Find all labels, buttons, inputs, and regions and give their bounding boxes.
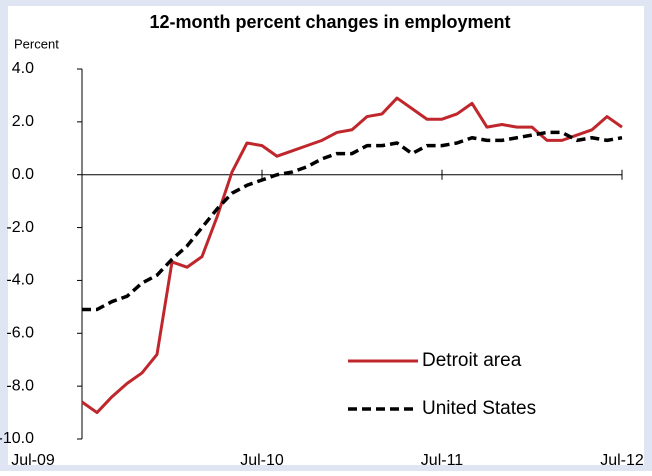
x-tick-label: Jul-09 bbox=[11, 452, 55, 469]
y-tick-label: -6.0 bbox=[6, 325, 34, 342]
legend-label: Detroit area bbox=[422, 350, 522, 371]
x-tick-label: Jul-12 bbox=[600, 452, 644, 469]
series-line bbox=[81, 96, 623, 415]
series-line bbox=[82, 130, 623, 312]
y-tick-label: -4.0 bbox=[6, 272, 34, 289]
y-tick-label: -2.0 bbox=[6, 219, 34, 236]
x-tick-label: Jul-10 bbox=[240, 452, 284, 469]
x-tick-label: Jul-11 bbox=[421, 452, 463, 469]
y-tick-label: 4.0 bbox=[12, 60, 34, 77]
y-tick-label: -10.0 bbox=[0, 430, 34, 447]
chart-title: 12-month percent changes in employment bbox=[149, 12, 510, 32]
y-tick-label: 0.0 bbox=[12, 166, 34, 183]
y-tick-label: 2.0 bbox=[12, 113, 34, 130]
chart-area bbox=[8, 6, 644, 465]
y-tick-label: -8.0 bbox=[6, 377, 34, 394]
legend-label: United States bbox=[422, 398, 536, 419]
y-axis-label: Percent bbox=[14, 36, 59, 51]
